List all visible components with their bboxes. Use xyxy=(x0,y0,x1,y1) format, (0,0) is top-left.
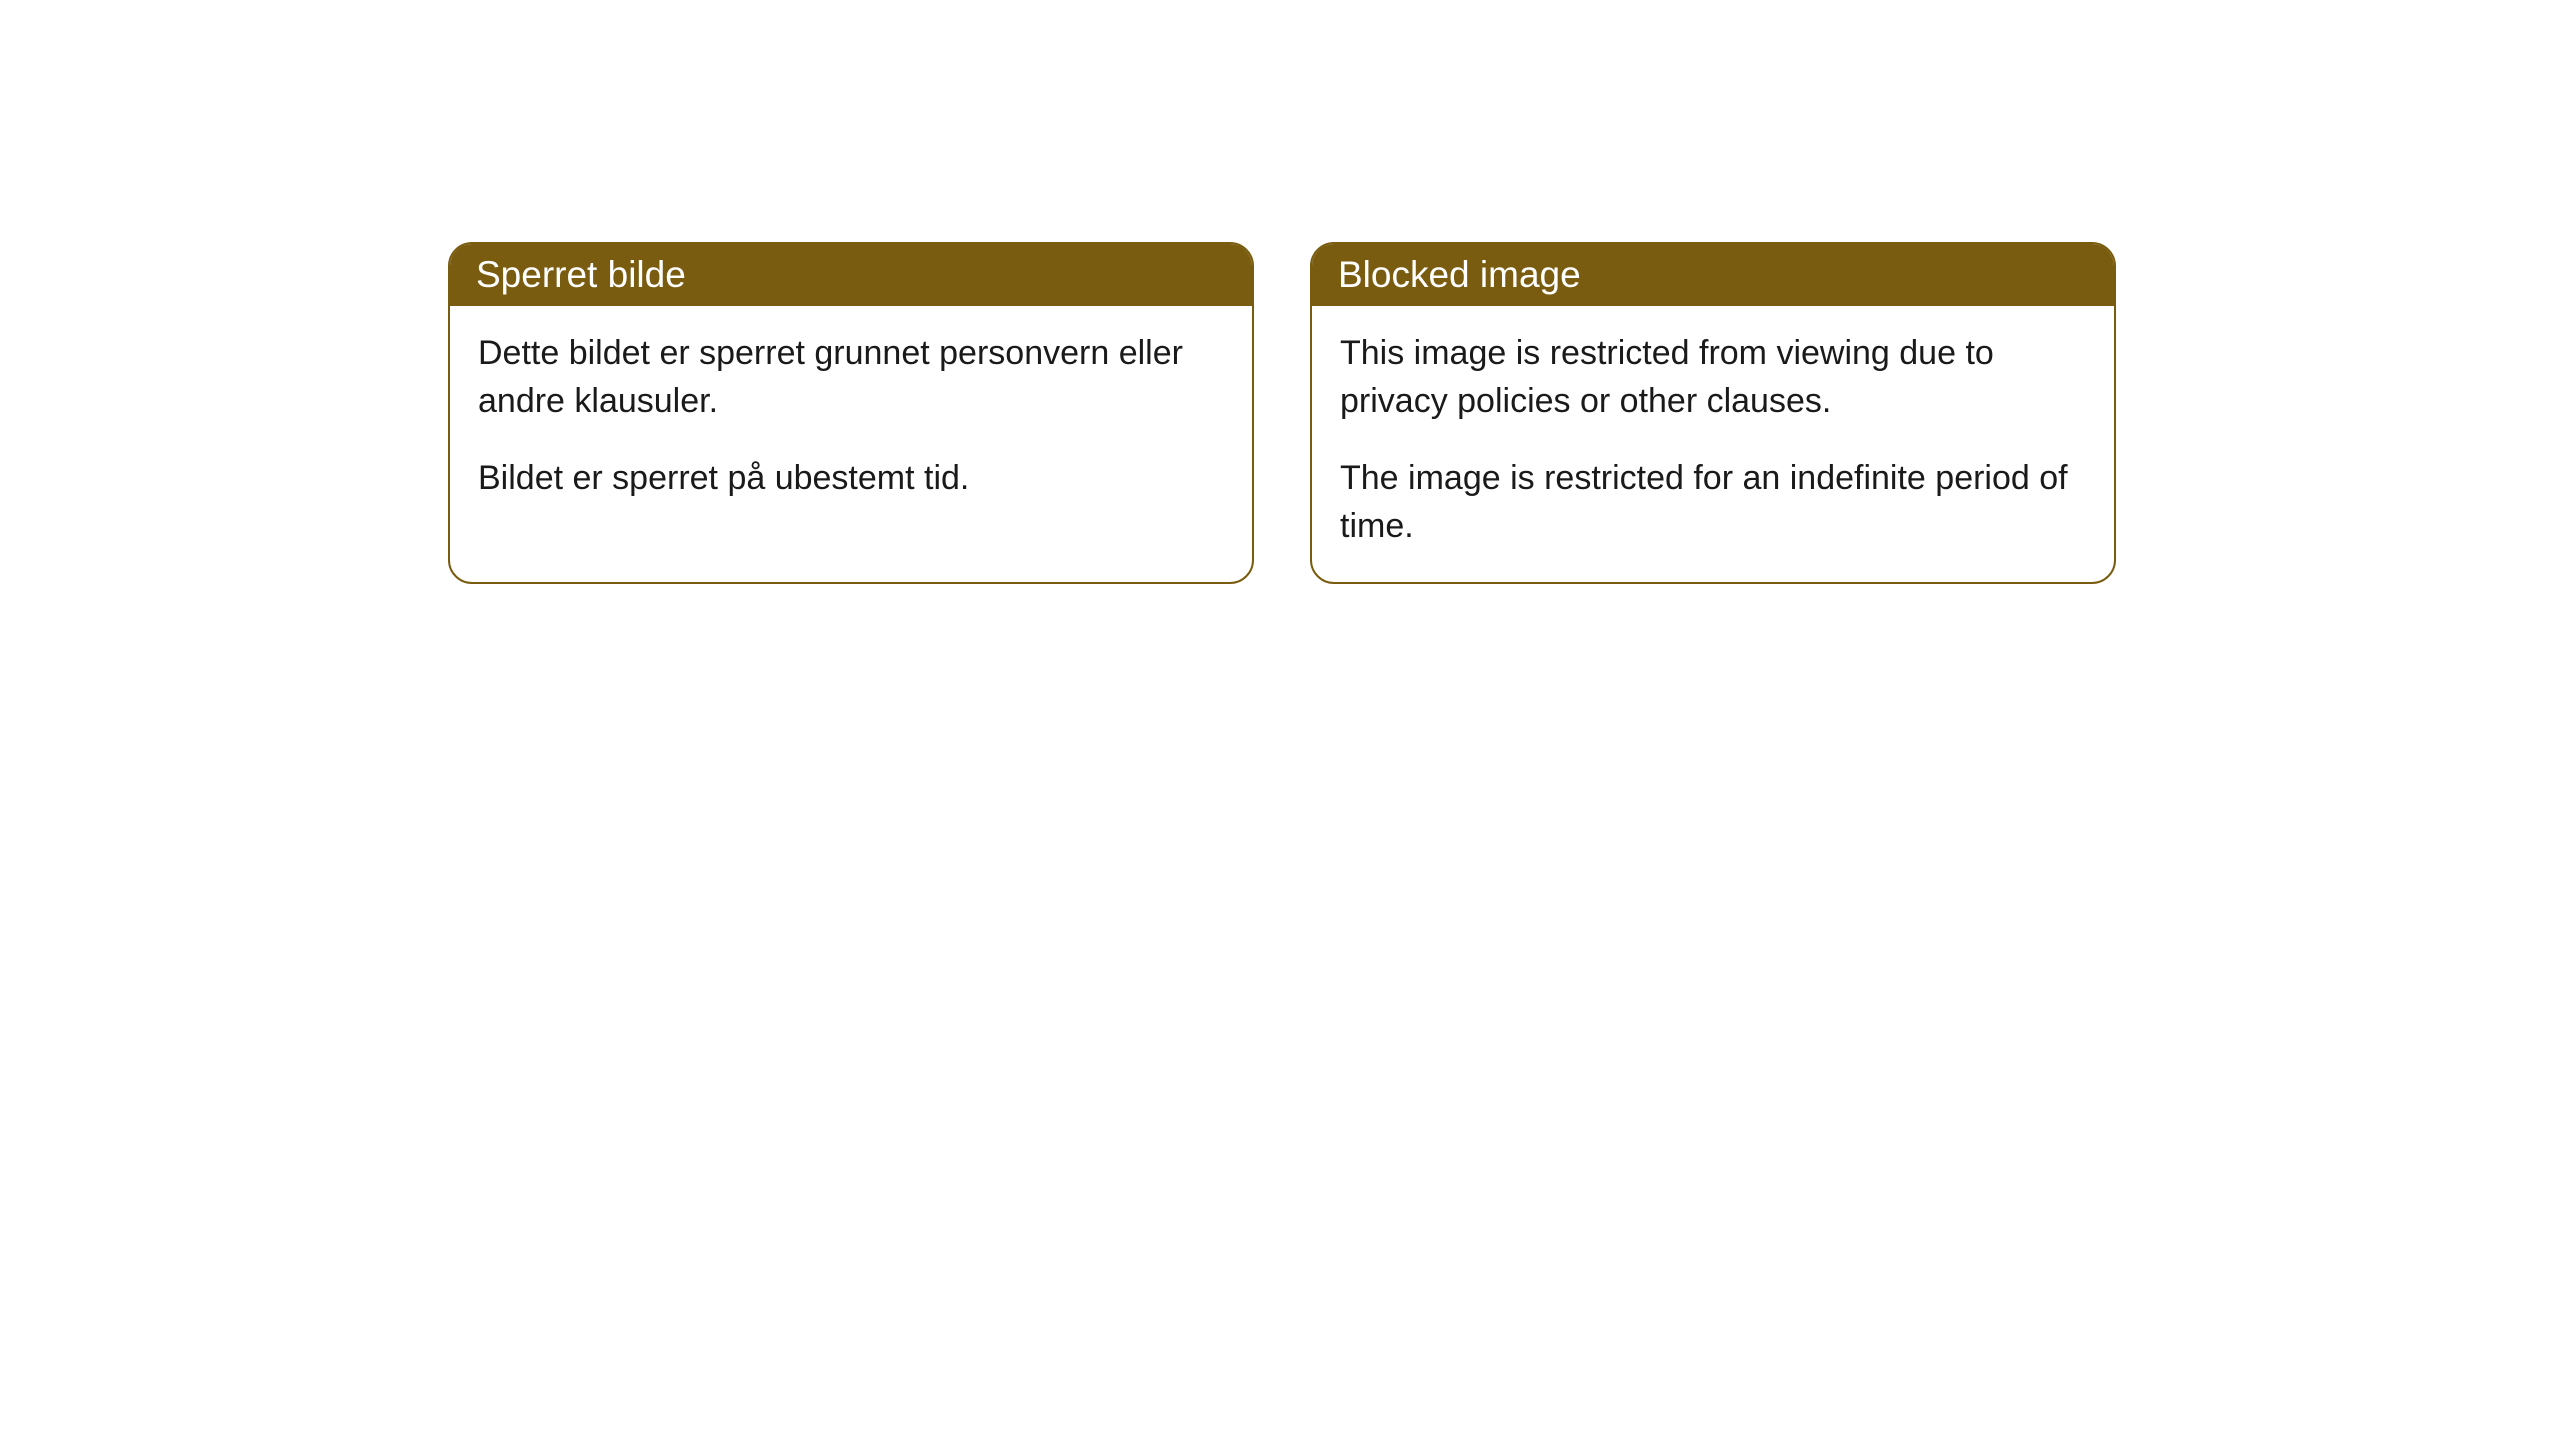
card-body: Dette bildet er sperret grunnet personve… xyxy=(450,306,1252,535)
card-title: Sperret bilde xyxy=(476,254,686,295)
notice-card-english: Blocked image This image is restricted f… xyxy=(1310,242,2116,584)
card-title: Blocked image xyxy=(1338,254,1581,295)
notice-cards-container: Sperret bilde Dette bildet er sperret gr… xyxy=(448,242,2116,584)
card-header: Blocked image xyxy=(1312,244,2114,306)
card-paragraph: This image is restricted from viewing du… xyxy=(1340,330,2086,425)
card-paragraph: The image is restricted for an indefinit… xyxy=(1340,455,2086,550)
card-body: This image is restricted from viewing du… xyxy=(1312,306,2114,582)
card-header: Sperret bilde xyxy=(450,244,1252,306)
card-paragraph: Bildet er sperret på ubestemt tid. xyxy=(478,455,1224,503)
notice-card-norwegian: Sperret bilde Dette bildet er sperret gr… xyxy=(448,242,1254,584)
card-paragraph: Dette bildet er sperret grunnet personve… xyxy=(478,330,1224,425)
